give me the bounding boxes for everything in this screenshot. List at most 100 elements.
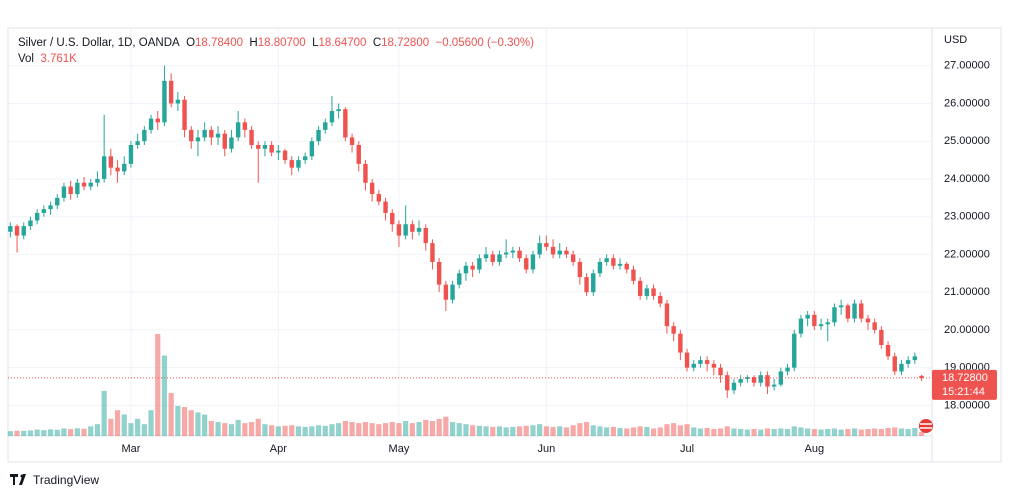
candle-body — [477, 258, 482, 270]
candle-body — [751, 377, 757, 383]
candle-body — [463, 265, 469, 274]
c-label: C — [372, 37, 382, 49]
volume-bar — [222, 423, 228, 436]
volume-bar — [590, 425, 596, 436]
candle-body — [282, 150, 288, 161]
candle-body — [905, 360, 911, 364]
volume-bar — [677, 425, 683, 436]
volume-bar — [108, 418, 114, 436]
x-tick-label: May — [389, 443, 410, 455]
volume-bar — [845, 429, 851, 436]
volume-bar — [744, 429, 750, 436]
candle-body — [436, 261, 442, 285]
volume-bar — [403, 420, 409, 436]
candle-body — [148, 118, 154, 130]
volume-bar — [74, 428, 80, 436]
candle-body — [269, 144, 274, 153]
candle-body — [798, 318, 804, 334]
candle-body — [8, 226, 13, 232]
candle-body — [336, 109, 341, 112]
candle-body — [202, 129, 207, 138]
close-value: 18.72800 — [381, 37, 430, 49]
volume-bar — [81, 428, 87, 436]
flag-icon — [919, 419, 933, 433]
x-tick-label: Jul — [680, 443, 694, 455]
volume-bar — [309, 426, 315, 436]
volume-bar — [831, 428, 838, 436]
candle-body — [517, 250, 522, 259]
chart-frame — [7, 27, 1002, 463]
o-label: O — [186, 37, 196, 49]
candle-body — [383, 201, 388, 213]
volume-bar — [771, 429, 777, 436]
candle-body — [919, 375, 924, 378]
volume-bar — [47, 429, 54, 436]
volume-bar — [295, 426, 302, 436]
candle-body — [249, 129, 254, 145]
candle-body — [88, 182, 93, 187]
candle-body — [155, 118, 160, 123]
candle-body — [892, 356, 897, 372]
candle-body — [711, 363, 717, 368]
candle-body — [825, 322, 830, 325]
volume-bar — [778, 428, 784, 436]
legend-header: Silver / U.S. Dollar, 1D, OANDA O18.7840… — [18, 35, 534, 67]
candle-body — [235, 122, 241, 138]
candle-body — [483, 254, 489, 259]
volume-bar — [918, 431, 925, 436]
candle-body — [323, 122, 328, 130]
candle-body — [215, 133, 221, 138]
volume-bar — [604, 427, 610, 436]
volume-bar — [336, 423, 342, 436]
candle-body — [885, 345, 891, 357]
volume-bar — [114, 410, 121, 436]
candle-body — [718, 367, 723, 376]
high-value: 18.80700 — [257, 37, 306, 49]
candle-body — [242, 122, 248, 130]
candle-body — [597, 261, 603, 274]
volume-bar — [704, 427, 710, 436]
x-tick-label: Apr — [270, 443, 287, 455]
candle-body — [738, 378, 743, 383]
volume-bar — [228, 424, 235, 436]
candle-body — [450, 284, 455, 300]
symbol-title: Silver / U.S. Dollar, 1D, OANDA — [18, 37, 180, 49]
candle-body — [865, 318, 871, 323]
volume-bar — [878, 429, 884, 436]
candle-body — [611, 258, 616, 266]
volume-bar — [68, 429, 74, 436]
volume-bar — [798, 427, 804, 436]
candle-body — [658, 295, 663, 304]
volume-bar — [865, 429, 871, 436]
volume-bar — [423, 419, 429, 436]
volume-bar — [329, 424, 335, 436]
candle-body — [309, 141, 315, 157]
volume-bar — [764, 428, 771, 436]
volume-bar — [396, 423, 402, 436]
volume-bar — [637, 426, 643, 436]
candle-body — [637, 280, 643, 296]
h-label: H — [249, 37, 258, 49]
y-tick-label: 24.00000 — [944, 173, 990, 185]
candle-body — [778, 371, 784, 385]
volume-bar — [791, 426, 797, 436]
candle-body — [128, 144, 134, 164]
volume-bar — [322, 425, 328, 436]
volume-bar — [7, 431, 13, 436]
volume-bar — [624, 428, 630, 436]
volume-bar — [805, 428, 811, 436]
volume-bar — [711, 429, 717, 436]
volume-bar — [858, 429, 864, 436]
candle-body — [510, 250, 516, 253]
candle-body — [845, 305, 851, 319]
candle-body — [229, 137, 234, 149]
candle-body — [21, 226, 26, 236]
candle-body — [115, 167, 120, 172]
low-value: 18.64700 — [318, 37, 367, 49]
candle-body — [416, 228, 422, 232]
candle-body — [182, 99, 187, 130]
candle-body — [443, 284, 449, 300]
volume-bar — [738, 429, 744, 436]
candle-body — [363, 163, 368, 183]
